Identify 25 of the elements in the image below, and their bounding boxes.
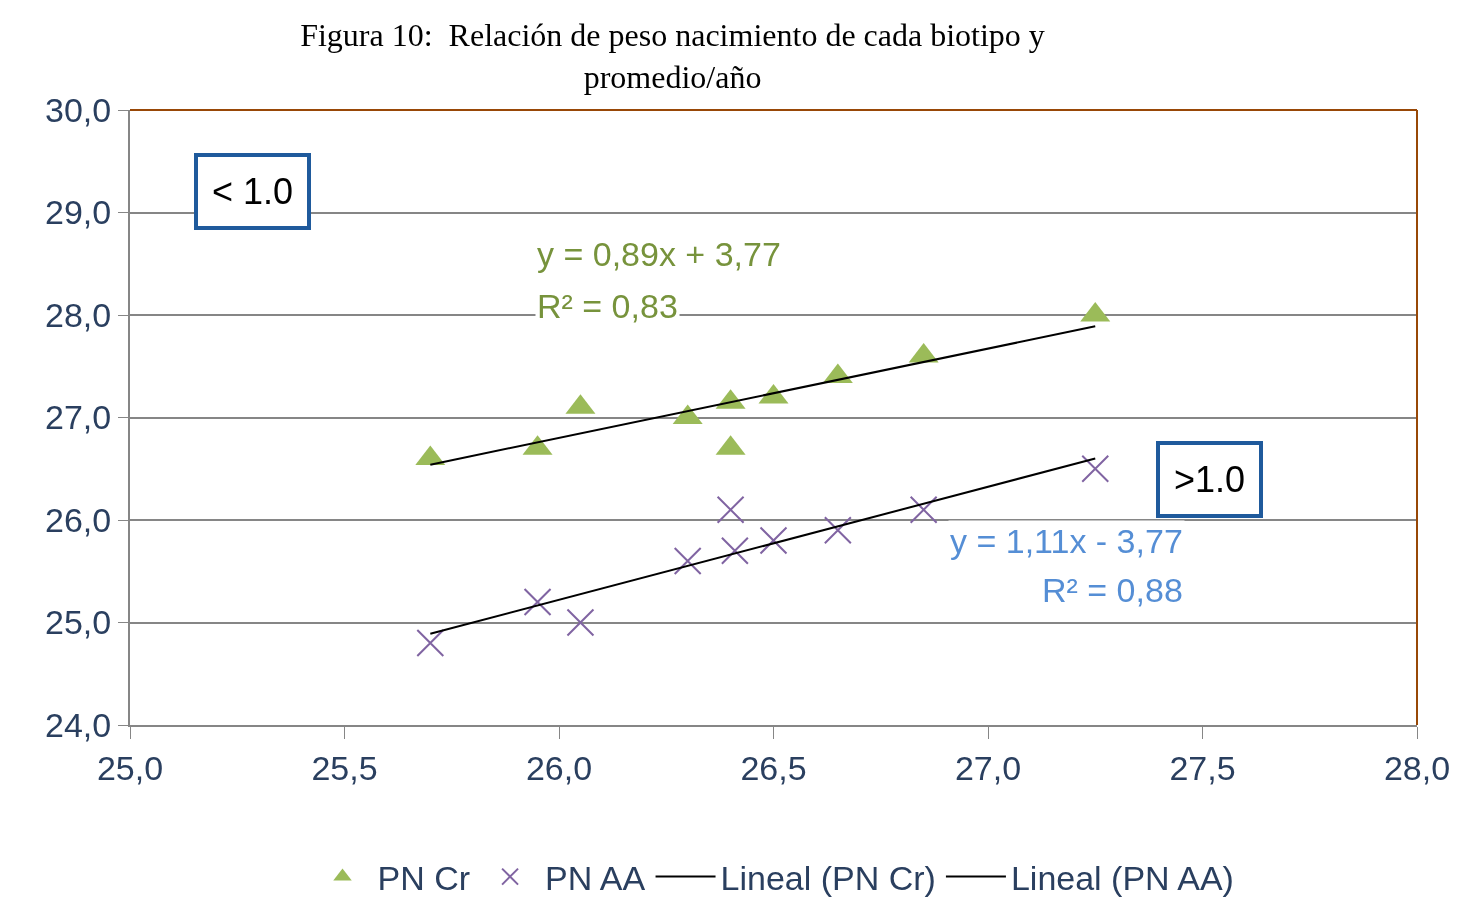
chart-title: Figura 10: Relación de peso nacimiento de cada biotipo y promedio/año	[300, 16, 1045, 95]
y-tick-label: 27,0	[45, 398, 112, 437]
annotation: >1.0	[1174, 459, 1246, 500]
x-tick-label: 25,0	[96, 748, 164, 787]
y-tick-label: 30,0	[45, 90, 112, 129]
y-tick-label: 28,0	[45, 295, 112, 334]
annotation: < 1.0	[212, 171, 294, 212]
y-tick-label: 26,0	[45, 500, 112, 539]
annotation: R² = 0,83	[537, 287, 678, 325]
y-tick-label: 24,0	[45, 705, 112, 744]
legend-label: PN Cr	[377, 858, 471, 897]
x-tick-label: 28,0	[1383, 748, 1451, 787]
y-tick-label: 29,0	[45, 193, 112, 232]
x-tick-label: 27,0	[954, 748, 1022, 787]
x-tick-label: 27,5	[1169, 748, 1236, 787]
y-tick-label: 25,0	[45, 603, 112, 642]
legend-label: Lineal (PN AA)	[1010, 858, 1234, 897]
x-tick-label: 26,0	[525, 748, 593, 787]
annotation: y = 0,89x + 3,77	[537, 235, 781, 273]
legend-label: Lineal (PN Cr)	[720, 858, 936, 897]
x-tick-label: 26,5	[740, 748, 807, 787]
annotation: y = 1,11x - 3,77	[950, 522, 1183, 560]
legend-label: PN AA	[545, 858, 646, 897]
x-tick-label: 25,5	[311, 748, 378, 787]
annotation: R² = 0,88	[1042, 571, 1183, 609]
